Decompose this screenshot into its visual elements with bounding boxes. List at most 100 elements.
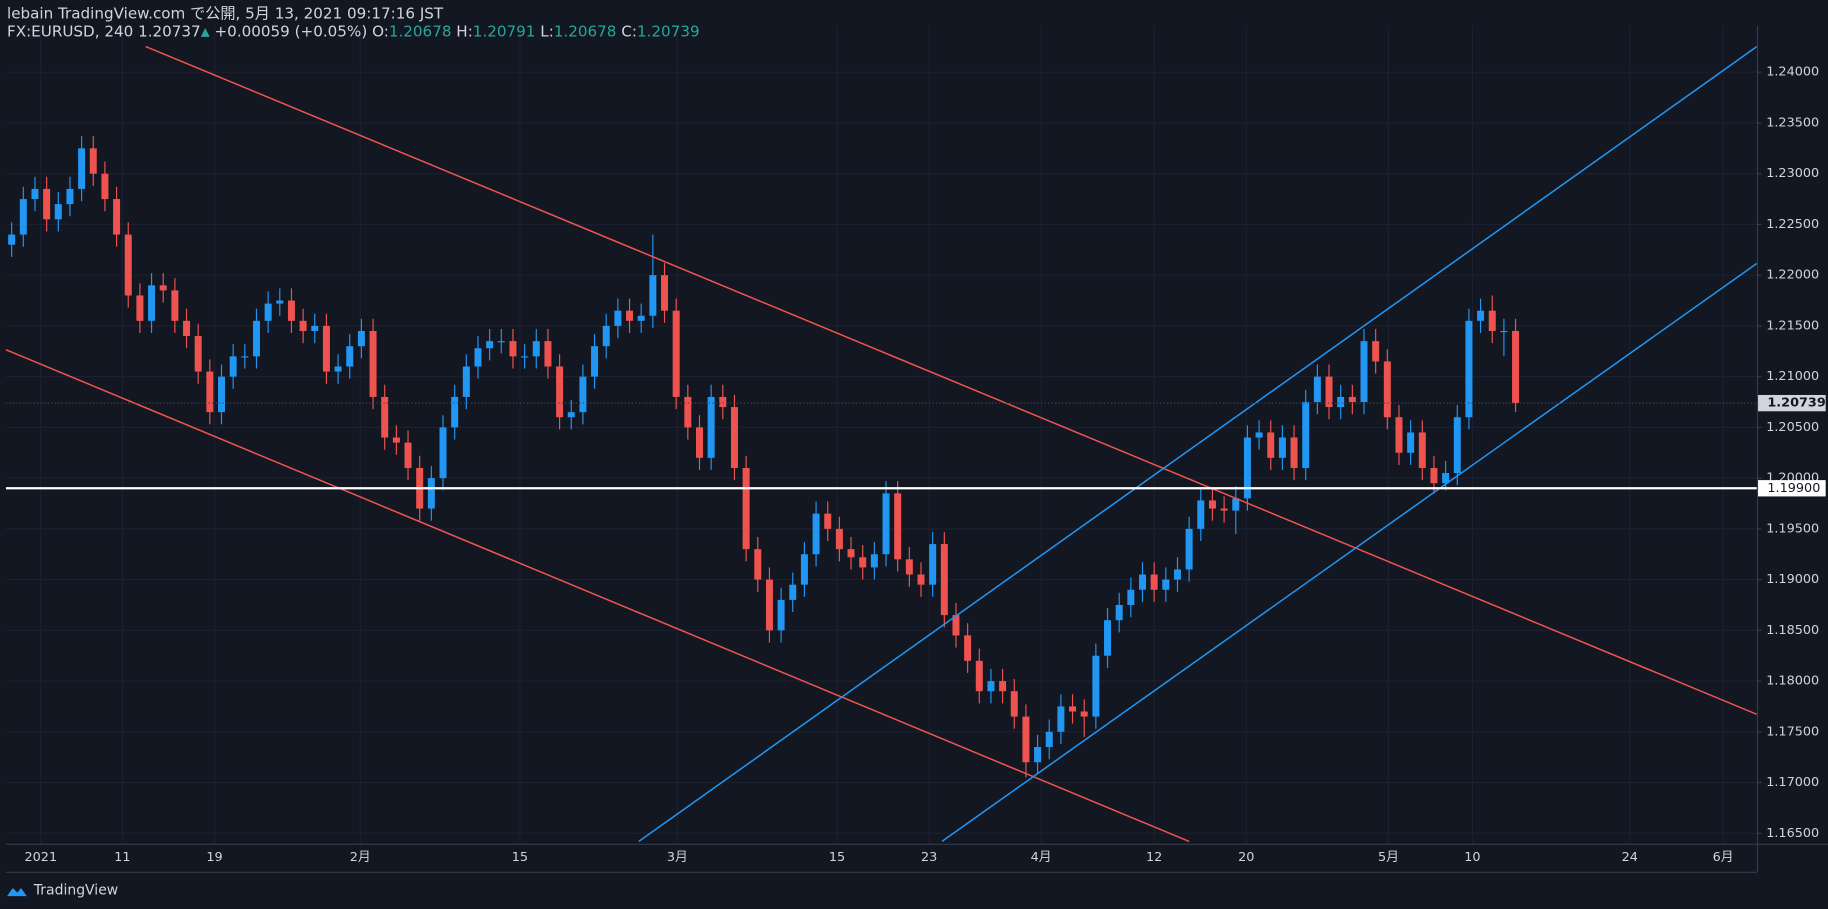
candle-body <box>1313 376 1321 403</box>
y-tick-label: 1.21000 <box>1766 369 1819 384</box>
candle-body <box>742 467 750 550</box>
candle-body <box>1430 467 1438 484</box>
candle-body <box>882 493 890 555</box>
candle-body <box>357 330 365 347</box>
x-tick-label: 3月 <box>667 850 688 865</box>
candle-body <box>684 396 692 428</box>
candle-body <box>1220 508 1228 511</box>
arrow: ▲ <box>201 24 210 38</box>
candle-body <box>54 204 62 220</box>
candle-body <box>1185 528 1193 570</box>
candle-body <box>789 584 797 600</box>
last: 1.20737 <box>138 22 201 40</box>
candle-body <box>870 554 878 568</box>
plot-area <box>5 25 1757 844</box>
l-value: 1.20678 <box>554 22 617 40</box>
candle-body <box>532 341 540 357</box>
candle-body <box>556 366 564 418</box>
x-tick-label: 24 <box>1622 850 1638 865</box>
brand: TradingView <box>33 882 118 898</box>
last-price-label: 1.20739 <box>1767 396 1825 411</box>
l-label: L: <box>540 22 554 40</box>
candle-body <box>1477 310 1485 321</box>
publish-line: lebain TradingView.com で公開, 5月 13, 2021 … <box>7 4 444 22</box>
candle-body <box>66 188 74 205</box>
candle-body <box>1360 341 1368 403</box>
candle-body <box>19 199 27 235</box>
candle-body <box>1092 655 1100 717</box>
candle-body <box>707 396 715 458</box>
candle-body <box>1453 417 1461 474</box>
level-label: 1.19900 <box>1767 481 1820 496</box>
candle-body <box>241 356 249 358</box>
candle-body <box>439 427 447 479</box>
candle-body <box>31 188 39 200</box>
x-tick-label: 6月 <box>1713 850 1734 865</box>
candle-body <box>765 579 773 631</box>
change: +0.00059 (+0.05%) <box>215 22 368 40</box>
candle-body <box>369 330 377 397</box>
candle-body <box>847 549 855 558</box>
candle-body <box>252 320 260 357</box>
candle-body <box>1080 711 1088 717</box>
candle-body <box>917 574 925 585</box>
candle-body <box>637 315 645 321</box>
candle-body <box>451 396 459 428</box>
candle-body <box>1010 691 1018 717</box>
candle-body <box>78 148 86 189</box>
trendline <box>5 348 1190 843</box>
candle-body <box>1290 437 1298 468</box>
candle-body <box>1150 574 1158 590</box>
x-tick-label: 11 <box>114 850 130 865</box>
candle-body <box>1255 432 1263 438</box>
candle-body <box>1395 417 1403 453</box>
candle-body <box>1348 396 1356 403</box>
x-tick-label: 5月 <box>1378 850 1399 865</box>
trendline <box>638 45 1757 843</box>
candle-body <box>987 681 995 692</box>
candle-body <box>1139 574 1146 590</box>
y-tick-label: 1.17000 <box>1766 775 1819 790</box>
c-label: C: <box>621 22 637 40</box>
candle-body <box>1104 620 1112 656</box>
x-tick-label: 2月 <box>350 850 371 865</box>
candle-body <box>8 234 16 245</box>
y-tick-label: 1.18000 <box>1766 674 1819 689</box>
candle-body <box>1267 432 1275 458</box>
candle-body <box>322 325 330 372</box>
candle-body <box>497 341 505 343</box>
y-tick-label: 1.16500 <box>1766 826 1819 841</box>
candle-body <box>1442 473 1450 484</box>
candle-body <box>579 376 587 413</box>
candle-body <box>1465 320 1473 418</box>
candle-body <box>1500 330 1508 333</box>
y-tick-label: 1.24000 <box>1766 65 1819 80</box>
candle-body <box>824 513 832 529</box>
x-tick-label: 10 <box>1464 850 1480 865</box>
candle-body <box>1034 747 1042 763</box>
candle-body <box>229 356 237 377</box>
candle-body <box>626 310 634 321</box>
candle-body <box>894 493 902 560</box>
y-tick-label: 1.21500 <box>1766 318 1819 333</box>
candle-body <box>113 199 121 235</box>
candle-body <box>1069 706 1077 712</box>
candle-body <box>835 528 843 550</box>
ohlc-line: FX:EURUSD, 240 1.20737▲ +0.00059 (+0.05%… <box>7 22 700 40</box>
candle-body <box>404 442 412 468</box>
level-label-box <box>1758 480 1826 497</box>
c-value: 1.20739 <box>637 22 700 40</box>
candle-body <box>1243 437 1251 499</box>
candle-body <box>124 234 132 296</box>
candle-body <box>672 310 680 397</box>
y-tick-label: 1.17500 <box>1766 724 1819 739</box>
candle-body <box>544 341 552 367</box>
x-tick-label: 20 <box>1238 850 1254 865</box>
candle-body <box>1512 330 1520 404</box>
candle-body <box>171 290 179 321</box>
candle-body <box>136 295 144 321</box>
symbol: FX:EURUSD, 240 <box>7 22 133 40</box>
brand-logo <box>6 888 27 897</box>
